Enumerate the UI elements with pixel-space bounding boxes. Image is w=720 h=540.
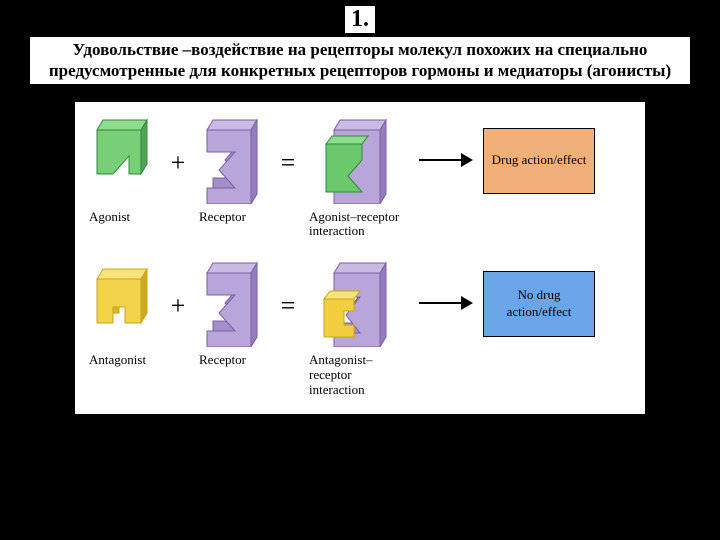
title-number: 1. bbox=[345, 6, 375, 33]
agonist-bound-shape bbox=[320, 116, 398, 204]
agonist-bound-cell: Agonist–receptor interaction bbox=[309, 116, 409, 240]
receptor-shape-1 bbox=[199, 116, 267, 204]
agonist-row: Agonist + Receptor = bbox=[89, 116, 631, 240]
agonist-shape bbox=[89, 116, 157, 204]
receptor-shape-2 bbox=[199, 259, 267, 347]
nodrug-effect-box: No drug action/effect bbox=[483, 271, 595, 337]
drug-effect-text: Drug action/effect bbox=[492, 152, 587, 169]
antagonist-interaction-label: Antagonist–receptor interaction bbox=[309, 353, 409, 398]
plus-op-1: + bbox=[165, 116, 191, 178]
title-description: Удовольствие –воздействие на рецепторы м… bbox=[30, 37, 690, 84]
receptor-cell-1: Receptor bbox=[199, 116, 267, 225]
receptor-label-2: Receptor bbox=[199, 353, 267, 368]
figure: Agonist + Receptor = bbox=[75, 102, 645, 415]
receptor-cell-2: Receptor bbox=[199, 259, 267, 368]
equals-op-1: = bbox=[275, 116, 301, 178]
agonist-label: Agonist bbox=[89, 210, 157, 225]
arrow-2 bbox=[417, 259, 475, 318]
antagonist-bound-shape bbox=[320, 259, 398, 347]
antagonist-bound-cell: Antagonist–receptor interaction bbox=[309, 259, 409, 398]
receptor-label-1: Receptor bbox=[199, 210, 267, 225]
drug-effect-box: Drug action/effect bbox=[483, 128, 595, 194]
agonist-interaction-label: Agonist–receptor interaction bbox=[309, 210, 409, 240]
equals-op-2: = bbox=[275, 259, 301, 321]
antagonist-row: Antagonist + Receptor = bbox=[89, 259, 631, 398]
agonist-cell: Agonist bbox=[89, 116, 157, 225]
plus-op-2: + bbox=[165, 259, 191, 321]
antagonist-cell: Antagonist bbox=[89, 259, 157, 368]
heading: 1. Удовольствие –воздействие на рецептор… bbox=[0, 0, 720, 84]
nodrug-effect-text: No drug action/effect bbox=[484, 287, 594, 321]
arrow-1 bbox=[417, 116, 475, 175]
antagonist-shape bbox=[89, 259, 157, 347]
antagonist-label: Antagonist bbox=[89, 353, 157, 368]
